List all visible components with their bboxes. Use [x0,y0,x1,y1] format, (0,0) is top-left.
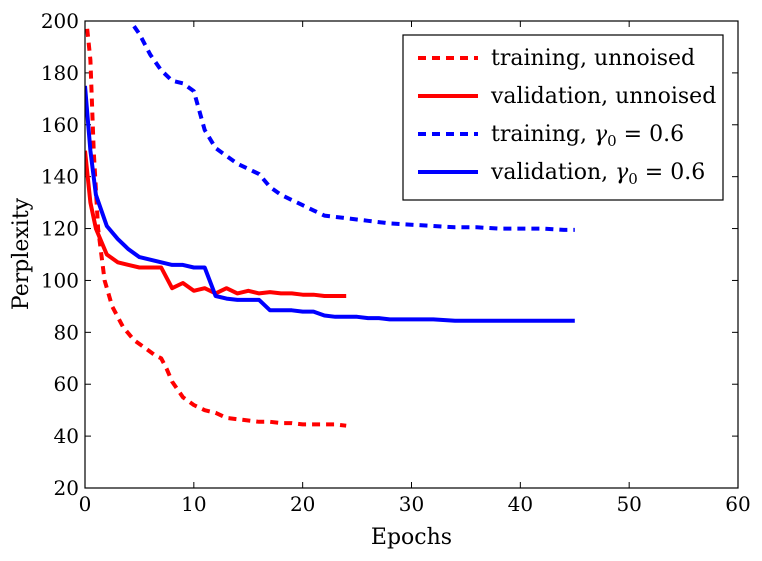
x-tick-label: 10 [181,492,206,516]
x-tick-label: 40 [508,492,533,516]
y-tick-label: 200 [41,9,79,33]
axis-ticks: 0 10 20 30 40 50 60 20 40 60 80 100 120 140 160 180 200 [41,9,751,516]
x-tick-label: 30 [399,492,424,516]
x-tick-label: 20 [290,492,315,516]
y-tick-label: 160 [41,113,79,137]
y-axis-title: Perplexity [9,197,34,310]
y-tick-label: 60 [54,372,79,396]
legend-label-1: training, unnoised [491,46,695,71]
series-lines [85,25,575,428]
series-line-1 [85,28,347,428]
legend-label-3: training, γ0 = 0.6 [491,122,684,150]
y-tick-label: 180 [41,61,79,85]
y-tick-label: 40 [54,424,79,448]
plot-frame [84,20,739,489]
y-tick-label: 20 [54,476,79,500]
legend: training, unnoised validation, unnoised tr… [402,34,724,201]
legend-label-4: validation, γ0 = 0.6 [490,160,705,188]
x-tick-label: 60 [725,492,750,516]
y-tick-label: 80 [54,320,79,344]
series-line-2 [85,150,347,298]
series-line-4 [85,85,575,323]
y-tick-label: 100 [41,268,79,292]
series-line-3 [132,25,575,232]
x-tick-label: 50 [616,492,641,516]
x-tick-label: 0 [79,492,92,516]
y-tick-label: 120 [41,217,79,241]
legend-label-2: validation, unnoised [490,84,716,109]
x-axis-title: Epochs [371,525,452,550]
y-tick-label: 140 [41,165,79,189]
